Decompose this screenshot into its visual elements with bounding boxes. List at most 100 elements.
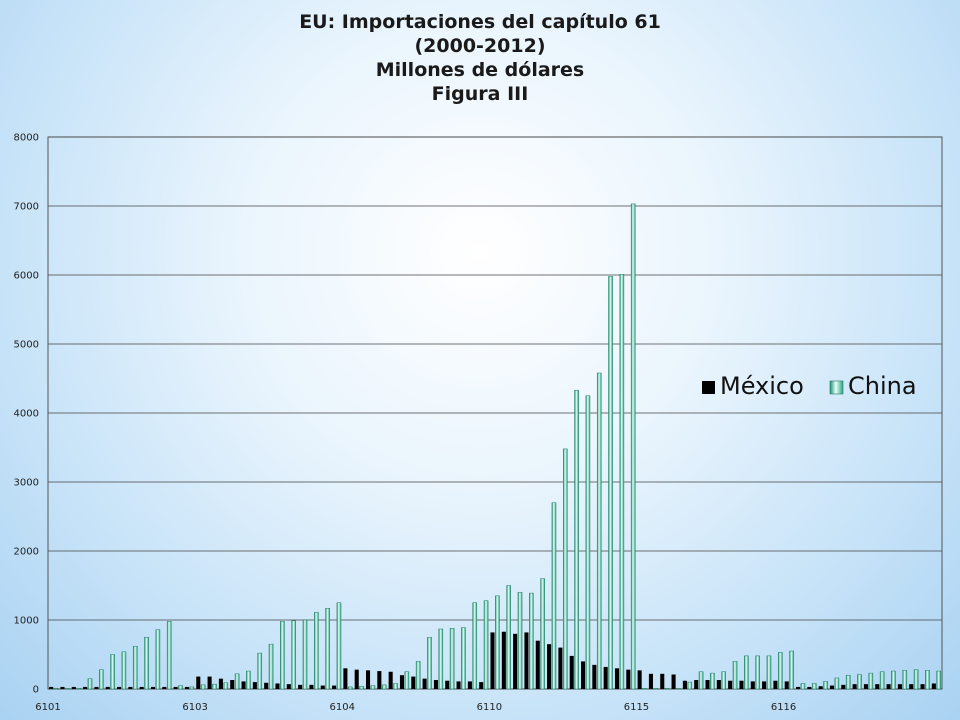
bar-mexico bbox=[399, 675, 405, 689]
y-tick-label: 0 bbox=[33, 685, 39, 696]
bar-mexico bbox=[558, 647, 563, 689]
bar-china bbox=[359, 685, 364, 690]
bar-china bbox=[540, 578, 545, 690]
bar-mexico bbox=[909, 684, 914, 689]
bar-china bbox=[868, 672, 874, 690]
bar-mexico bbox=[71, 686, 76, 689]
y-tick-label: 5000 bbox=[14, 340, 39, 351]
bar-china bbox=[370, 685, 376, 690]
bar-mexico bbox=[173, 686, 178, 689]
bar-china bbox=[438, 628, 444, 690]
bar-china bbox=[789, 650, 794, 690]
bar-mexico bbox=[626, 669, 631, 689]
bar-china bbox=[87, 678, 93, 690]
bar-china bbox=[427, 637, 432, 690]
bar-china bbox=[302, 619, 308, 690]
bar-mexico bbox=[388, 671, 393, 689]
bar-mexico bbox=[829, 685, 835, 689]
bar-mexico bbox=[592, 664, 597, 689]
bar-mexico bbox=[897, 684, 902, 689]
bar-china bbox=[155, 629, 161, 690]
bar-mexico bbox=[105, 686, 110, 689]
bar-china bbox=[53, 688, 59, 690]
bar-china bbox=[314, 612, 319, 690]
bar-mexico bbox=[581, 661, 586, 689]
bar-china bbox=[506, 585, 511, 690]
bar-mexico bbox=[196, 676, 201, 689]
bar-mexico bbox=[841, 684, 846, 689]
bar-mexico bbox=[818, 686, 823, 689]
bar-mexico bbox=[411, 676, 416, 689]
bar-china bbox=[687, 681, 693, 690]
bar-china bbox=[257, 652, 263, 690]
bar-mexico bbox=[422, 678, 427, 689]
bar-mexico bbox=[445, 680, 450, 689]
bar-mexico bbox=[218, 678, 223, 689]
bar-china bbox=[99, 669, 104, 690]
bar-china bbox=[913, 669, 919, 690]
bar-mexico bbox=[230, 680, 235, 689]
y-tick-label: 2000 bbox=[14, 547, 39, 558]
bar-mexico bbox=[796, 686, 801, 689]
bar-china bbox=[778, 652, 783, 690]
bar-mexico bbox=[614, 668, 620, 689]
bar-mexico bbox=[184, 686, 190, 689]
bar-mexico bbox=[94, 686, 99, 689]
bar-mexico bbox=[637, 670, 642, 689]
bar-mexico bbox=[682, 680, 687, 689]
bar-mexico bbox=[603, 666, 608, 689]
bar-china bbox=[483, 600, 489, 690]
bar-china bbox=[721, 671, 727, 690]
bar-china bbox=[234, 673, 240, 690]
x-tick-label: 6110 bbox=[477, 702, 502, 713]
bar-china bbox=[347, 686, 353, 690]
bar-china bbox=[925, 670, 930, 690]
bar-mexico bbox=[784, 681, 789, 689]
chart-title: EU: Importaciones del capítulo 61 (2000-… bbox=[0, 10, 960, 106]
bar-china bbox=[834, 677, 840, 690]
bar-mexico bbox=[705, 680, 710, 689]
bar-china bbox=[551, 502, 557, 690]
bar-china bbox=[755, 655, 760, 690]
bar-mexico bbox=[716, 680, 721, 689]
bar-mexico bbox=[162, 686, 167, 689]
bar-mexico bbox=[343, 668, 348, 689]
bar-mexico bbox=[501, 631, 506, 689]
y-tick-label: 8000 bbox=[14, 133, 39, 144]
bar-china bbox=[766, 655, 772, 690]
bar-china bbox=[698, 671, 704, 690]
x-tick-label: 6101 bbox=[35, 702, 60, 713]
bar-mexico bbox=[569, 655, 574, 689]
bar-china bbox=[936, 670, 942, 690]
bar-china bbox=[291, 620, 296, 690]
bar-mexico bbox=[863, 684, 868, 689]
bar-china bbox=[574, 389, 579, 690]
bar-china bbox=[415, 661, 421, 690]
bar-china bbox=[189, 686, 195, 690]
bar-china bbox=[336, 602, 342, 690]
bar-mexico bbox=[456, 681, 461, 689]
bar-mexico bbox=[931, 683, 936, 689]
bar-mexico bbox=[241, 681, 246, 689]
bar-china bbox=[325, 608, 330, 690]
x-tick-label: 6116 bbox=[771, 702, 796, 713]
bar-mexico bbox=[660, 673, 665, 689]
bar-china bbox=[642, 688, 647, 690]
chart-title-line-1: EU: Importaciones del capítulo 61 bbox=[299, 11, 661, 33]
bar-mexico bbox=[433, 680, 438, 689]
bar-mexico bbox=[762, 681, 767, 689]
bar-china bbox=[393, 683, 398, 690]
bar-mexico bbox=[648, 673, 653, 689]
bar-china bbox=[529, 592, 534, 690]
bar-mexico bbox=[807, 686, 812, 689]
bar-china bbox=[630, 203, 636, 690]
bar-mexico bbox=[513, 633, 518, 689]
bar-china bbox=[823, 681, 828, 690]
y-tick-label: 6000 bbox=[14, 271, 39, 282]
bar-china bbox=[495, 595, 500, 690]
bar-mexico bbox=[535, 640, 540, 689]
legend-swatch-china bbox=[829, 380, 844, 395]
bar-china bbox=[110, 654, 115, 690]
bar-china bbox=[223, 682, 229, 690]
